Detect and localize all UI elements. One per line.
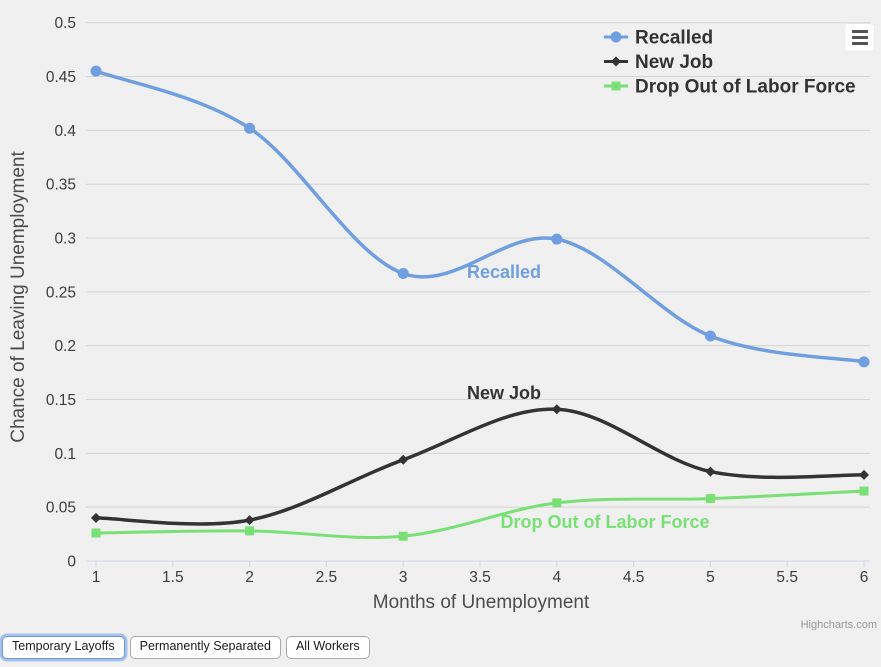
y-tick-label: 0.4 [54,123,76,140]
x-tick-label: 2 [245,569,254,586]
series-label-drop-out-of-labor-force: Drop Out of Labor Force [501,512,710,532]
y-tick-label: 0 [67,554,76,571]
y-tick-label: 0.3 [54,231,76,248]
data-point-new-job-4[interactable] [551,404,562,415]
data-point-drop-out-of-labor-force-4[interactable] [552,498,562,508]
data-point-drop-out-of-labor-force-2[interactable] [245,526,255,536]
series-drop-out-of-labor-force [91,486,869,541]
hamburger-icon [851,41,868,45]
chart-svg: 0 0.05 0.1 0.15 0.2 0.25 0.3 0.35 0.4 0.45 0.5 1 1.5… [8,15,877,631]
x-tick-label: 3.5 [469,569,491,586]
highcharts-credit-link[interactable]: Highcharts.com [801,619,877,631]
legend-item-new-job[interactable]: New Job [604,52,713,73]
x-axis-title: Months of Unemployment [373,592,590,613]
legend-item-recalled[interactable]: Recalled [604,28,713,49]
data-point-new-job-1[interactable] [91,512,101,523]
hamburger-icon [851,35,868,40]
data-point-recalled-5[interactable] [704,330,716,342]
series-recalled [90,65,870,368]
x-tick-label: 6 [860,569,869,586]
legend-diamond-icon [611,56,621,67]
button-permanently-separated[interactable]: Permanently Separated [129,636,281,659]
hamburger-icon [851,30,868,34]
legend-label-drop-out-of-labor-force: Drop Out of Labor Force [635,77,856,98]
dataset-toggle-bar: Temporary Layoffs Permanently Separated … [2,636,370,659]
x-tick-label: 1.5 [162,569,184,586]
y-tick-label: 0.15 [46,392,76,409]
button-all-workers[interactable]: All Workers [285,636,370,659]
x-tick-label: 4 [552,569,561,586]
series-new-job [91,404,869,526]
data-point-new-job-2[interactable] [244,515,255,526]
x-tick-label: 1 [92,569,101,586]
series-line-new-job [94,407,866,526]
legend-circle-icon [610,31,622,43]
data-point-new-job-6[interactable] [859,469,869,480]
data-point-drop-out-of-labor-force-6[interactable] [859,486,869,496]
data-point-new-job-5[interactable] [705,466,716,477]
x-tick-label: 5.5 [776,569,798,586]
data-point-recalled-4[interactable] [551,233,563,245]
y-tick-label: 0.45 [46,69,76,86]
y-tick-label: 0.2 [54,338,76,355]
x-tick-label: 2.5 [316,569,338,586]
legend-item-drop-out-of-labor-force[interactable]: Drop Out of Labor Force [604,77,856,98]
data-point-new-job-3[interactable] [398,454,409,465]
highcharts-container: 0 0.05 0.1 0.15 0.2 0.25 0.3 0.35 0.4 0.45 0.5 1 1.5… [8,15,877,631]
series-line-recalled [94,69,866,364]
data-point-drop-out-of-labor-force-3[interactable] [398,531,408,541]
y-tick-label: 0.5 [54,15,76,32]
button-temporary-layoffs[interactable]: Temporary Layoffs [2,636,125,659]
x-tick-label: 5 [706,569,715,586]
data-point-drop-out-of-labor-force-5[interactable] [705,494,715,504]
legend-label-recalled: Recalled [635,28,713,49]
series-label-recalled: Recalled [467,262,541,282]
legend-square-icon [611,81,621,91]
legend-label-new-job: New Job [635,52,713,73]
y-tick-label: 0.25 [46,284,76,301]
data-point-drop-out-of-labor-force-1[interactable] [91,528,101,538]
chart-export-menu-button[interactable] [845,24,874,51]
y-tick-label: 0.05 [46,500,76,517]
data-point-recalled-6[interactable] [858,356,870,368]
series-label-new-job: New Job [467,383,541,403]
series-line-drop-out-of-labor-force [94,489,866,539]
x-tick-label: 4.5 [623,569,645,586]
y-tick-label: 0.35 [46,177,76,194]
data-point-recalled-2[interactable] [244,122,256,134]
data-point-recalled-1[interactable] [90,65,102,77]
data-point-recalled-3[interactable] [397,268,409,280]
y-tick-label: 0.1 [54,446,76,463]
x-tick-label: 3 [399,569,408,586]
y-axis-title: Chance of Leaving Unemployment [8,151,29,443]
